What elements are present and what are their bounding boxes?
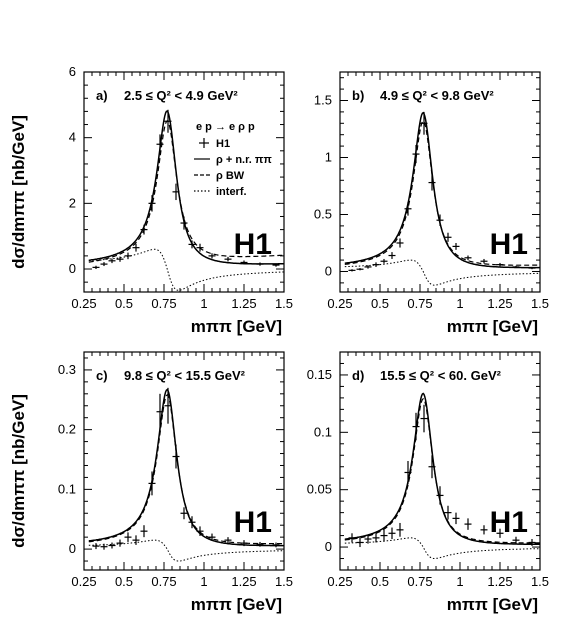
panel-label: b) — [352, 88, 364, 103]
rho-plus-nr-curve — [88, 388, 284, 547]
legend-label: ρ BW — [216, 170, 245, 182]
y-tick-label: 0 — [69, 261, 76, 276]
plot-frame — [339, 351, 541, 571]
panel-title: 15.5 ≤ Q² < 60. GeV² — [380, 368, 502, 383]
x-tick-label: 0.5 — [371, 574, 389, 589]
x-tick-label: 1.5 — [531, 574, 549, 589]
h1-logo-text: H1 — [234, 506, 272, 539]
x-tick-label: 1.25 — [231, 296, 256, 311]
y-tick-label: 0.3 — [58, 362, 76, 377]
panel-title: 4.9 ≤ Q² < 9.8 GeV² — [380, 88, 494, 103]
rho-bw-curve — [88, 394, 284, 545]
y-tick-label: 0.1 — [314, 424, 332, 439]
x-tick-label: 1.25 — [487, 574, 512, 589]
panel-2: 0.25 0.5 0.75 1 1.25 1.5 0 0.5 1 1.5 b) 4.9 ≤ Q² < … — [314, 71, 549, 336]
x-tick-label: 1 — [456, 574, 463, 589]
rho-plus-nr-curve — [344, 111, 540, 269]
x-tick-label: 1 — [200, 296, 207, 311]
y-axis-label: dσ/dmππ [nb/GeV] — [9, 115, 28, 269]
h1-logo-text: H1 — [234, 228, 272, 261]
x-tick-label: 0.5 — [115, 296, 133, 311]
x-tick-label: 0.5 — [115, 574, 133, 589]
x-tick-label: 1.25 — [231, 574, 256, 589]
plot-frame — [83, 351, 285, 571]
x-tick-label: 0.25 — [71, 574, 96, 589]
x-tick-label: 0.25 — [327, 296, 352, 311]
x-axis-label: mππ [GeV] — [447, 595, 538, 614]
x-axis-label: mππ [GeV] — [191, 595, 282, 614]
y-axis-label: dσ/dmππ [nb/GeV] — [9, 394, 28, 548]
panel-title: 2.5 ≤ Q² < 4.9 GeV² — [124, 88, 238, 103]
y-tick-label: 1 — [325, 149, 332, 164]
interference-curve — [344, 537, 541, 559]
interference-curve — [344, 259, 540, 286]
legend: e p → e ρ p H1 ρ + n.r. ππ ρ BW interf. — [194, 121, 272, 198]
x-axis-label: mππ [GeV] — [191, 317, 282, 336]
panel-label: a) — [96, 88, 108, 103]
x-tick-label: 0.75 — [151, 296, 176, 311]
y-tick-label: 0.2 — [58, 422, 76, 437]
y-tick-label: 0.1 — [58, 481, 76, 496]
legend-label: H1 — [216, 138, 230, 150]
x-tick-label: 1 — [456, 296, 463, 311]
y-tick-label: 1.5 — [314, 92, 332, 107]
panel-title: 9.8 ≤ Q² < 15.5 GeV² — [124, 368, 246, 383]
h1-logo-text: H1 — [490, 506, 528, 539]
x-tick-label: 0.75 — [407, 574, 432, 589]
legend-title: e p → e ρ p — [196, 121, 255, 133]
panel-4: 0.25 0.5 0.75 1 1.25 1.5 0 0.05 0.1 0.15 d) 15.5 ≤ … — [307, 351, 549, 614]
rho-bw-curve — [344, 120, 540, 266]
x-axis-label: mππ [GeV] — [447, 317, 538, 336]
x-tick-label: 1.5 — [275, 574, 293, 589]
x-tick-label: 0.25 — [71, 296, 96, 311]
x-tick-label: 0.75 — [407, 296, 432, 311]
panel-1: 0.25 0.5 0.75 1 1.25 1.5 0 2 4 6 a) 2.5 ≤ Q² < 4.9 … — [9, 64, 293, 336]
x-tick-label: 1.5 — [531, 296, 549, 311]
plot-frame — [83, 71, 285, 293]
y-tick-label: 2 — [69, 195, 76, 210]
y-tick-label: 0 — [325, 263, 332, 278]
y-tick-label: 4 — [69, 130, 76, 145]
y-tick-label: 6 — [69, 64, 76, 79]
legend-label: ρ + n.r. ππ — [216, 154, 272, 166]
x-tick-label: 1 — [200, 574, 207, 589]
x-tick-label: 1.25 — [487, 296, 512, 311]
panel-3: 0.25 0.5 0.75 1 1.25 1.5 0 0.1 0.2 0.3 c) 9.8 ≤ Q² … — [9, 351, 293, 614]
y-tick-label: 0.5 — [314, 206, 332, 221]
rho-plus-nr-curve — [344, 392, 540, 546]
plot-frame — [339, 71, 541, 293]
y-tick-label: 0 — [69, 541, 76, 556]
interference-curve — [88, 539, 284, 562]
y-tick-label: 0.15 — [307, 367, 332, 382]
rho-bw-curve — [88, 120, 284, 263]
panel-label: c) — [96, 368, 108, 383]
y-tick-label: 0.05 — [307, 482, 332, 497]
x-tick-label: 0.5 — [371, 296, 389, 311]
legend-label: interf. — [216, 186, 247, 198]
y-tick-label: 0 — [325, 539, 332, 554]
interference-curve — [88, 248, 284, 291]
x-tick-label: 0.75 — [151, 574, 176, 589]
h1-logo-text: H1 — [490, 228, 528, 261]
panel-label: d) — [352, 368, 364, 383]
rho-plus-nr-curve — [88, 110, 284, 265]
x-tick-label: 1.5 — [275, 296, 293, 311]
x-tick-label: 0.25 — [327, 574, 352, 589]
